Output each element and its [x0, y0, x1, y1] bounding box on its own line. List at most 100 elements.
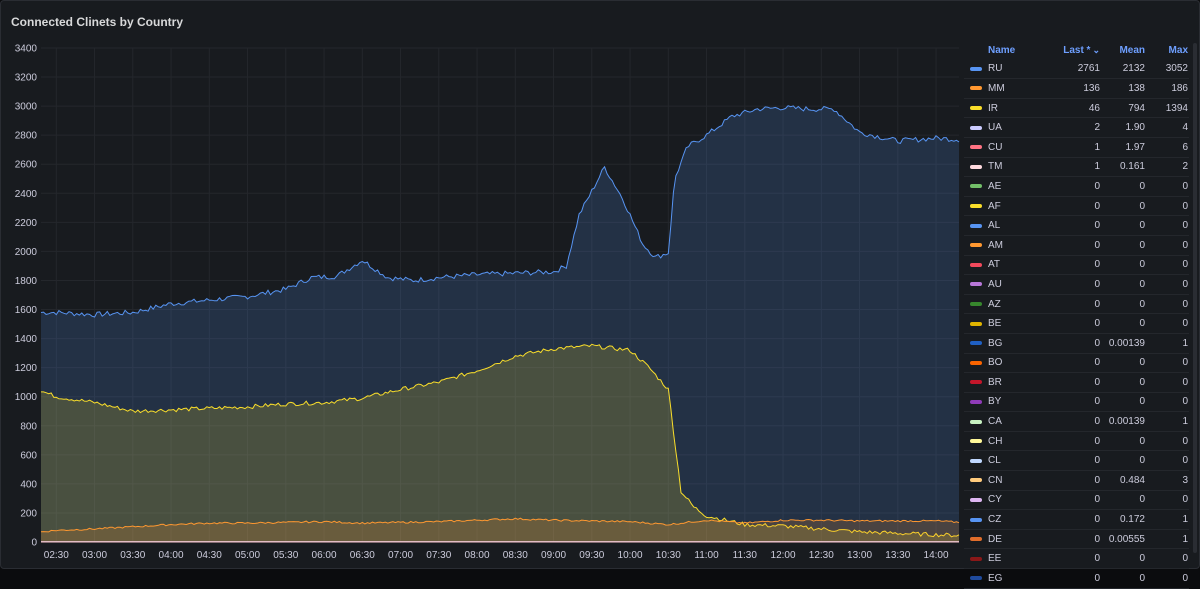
- legend-mean-value: 794: [1100, 103, 1145, 114]
- legend-color-swatch: [964, 361, 988, 365]
- legend-header: Name Last *⌄ Mean Max: [964, 41, 1189, 60]
- legend-mean-value: 0.00139: [1100, 416, 1145, 427]
- legend-series-name: AF: [988, 201, 1040, 212]
- legend-color-swatch: [964, 518, 988, 522]
- x-tick-label: 06:00: [312, 550, 337, 561]
- x-tick-label: 10:30: [656, 550, 681, 561]
- series-color-icon: [970, 341, 982, 345]
- legend-color-swatch: [964, 478, 988, 482]
- legend-mean-value: 1.97: [1100, 142, 1145, 153]
- legend-max-value: 4: [1145, 122, 1188, 133]
- legend-color-swatch: [964, 302, 988, 306]
- legend-last-value: 0: [1040, 436, 1100, 447]
- legend-header-max[interactable]: Max: [1145, 45, 1188, 56]
- series-color-icon: [970, 518, 982, 522]
- x-tick-label: 06:30: [350, 550, 375, 561]
- legend-mean-value: 0.161: [1100, 161, 1145, 172]
- legend-max-value: 6: [1145, 142, 1188, 153]
- legend-max-value: 0: [1145, 220, 1188, 231]
- y-tick-label: 1600: [15, 305, 38, 316]
- y-tick-label: 2400: [15, 189, 38, 200]
- x-tick-label: 09:00: [541, 550, 566, 561]
- x-tick-label: 04:30: [197, 550, 222, 561]
- legend-series-name: UA: [988, 122, 1040, 133]
- legend-max-value: 0: [1145, 318, 1188, 329]
- y-tick-label: 1400: [15, 334, 38, 345]
- legend-last-value: 0: [1040, 201, 1100, 212]
- legend-color-swatch: [964, 67, 988, 71]
- legend-mean-value: 0: [1100, 318, 1145, 329]
- legend-mean-value: 0.00555: [1100, 534, 1145, 545]
- legend-color-swatch: [964, 263, 988, 267]
- y-tick-label: 400: [20, 479, 37, 490]
- y-tick-label: 2200: [15, 218, 38, 229]
- series-color-icon: [970, 361, 982, 365]
- legend-last-value: 0: [1040, 494, 1100, 505]
- legend-last-value: 136: [1040, 83, 1100, 94]
- legend-last-value: 0: [1040, 416, 1100, 427]
- legend-mean-value: 0: [1100, 220, 1145, 231]
- legend-max-value: 0: [1145, 396, 1188, 407]
- x-tick-label: 11:30: [733, 550, 758, 561]
- legend-series-name: CA: [988, 416, 1040, 427]
- y-tick-label: 1000: [15, 392, 38, 403]
- legend-max-value: 0: [1145, 553, 1188, 564]
- legend-header-name[interactable]: Name: [988, 45, 1040, 56]
- legend-mean-value: 0: [1100, 299, 1145, 310]
- legend-mean-value: 138: [1100, 83, 1145, 94]
- legend-mean-value: 0: [1100, 259, 1145, 270]
- legend-color-swatch: [964, 576, 988, 580]
- legend-scrollbar[interactable]: [1193, 43, 1197, 553]
- legend-max-value: 3052: [1145, 63, 1188, 74]
- legend-last-value: 0: [1040, 338, 1100, 349]
- legend-series-name: AU: [988, 279, 1040, 290]
- x-tick-label: 13:30: [885, 550, 910, 561]
- legend-series-name: AZ: [988, 299, 1040, 310]
- series-color-icon: [970, 86, 982, 90]
- legend-last-value: 0: [1040, 514, 1100, 525]
- x-tick-label: 05:30: [273, 550, 298, 561]
- legend-max-value: 0: [1145, 240, 1188, 251]
- series-color-icon: [970, 400, 982, 404]
- series-color-icon: [970, 322, 982, 326]
- legend-max-value: 0: [1145, 201, 1188, 212]
- legend-color-swatch: [964, 184, 988, 188]
- timeseries-chart[interactable]: 0200400600800100012001400160018002000220…: [1, 1, 961, 570]
- legend-last-value: 0: [1040, 299, 1100, 310]
- legend-header-mean[interactable]: Mean: [1100, 45, 1145, 56]
- legend-series-name: RU: [988, 63, 1040, 74]
- legend-max-value: 2: [1145, 161, 1188, 172]
- y-tick-label: 2800: [15, 131, 38, 142]
- legend-header-last[interactable]: Last *⌄: [1040, 45, 1100, 56]
- y-tick-label: 0: [31, 538, 37, 549]
- series-color-icon: [970, 243, 982, 247]
- legend-last-value: 0: [1040, 240, 1100, 251]
